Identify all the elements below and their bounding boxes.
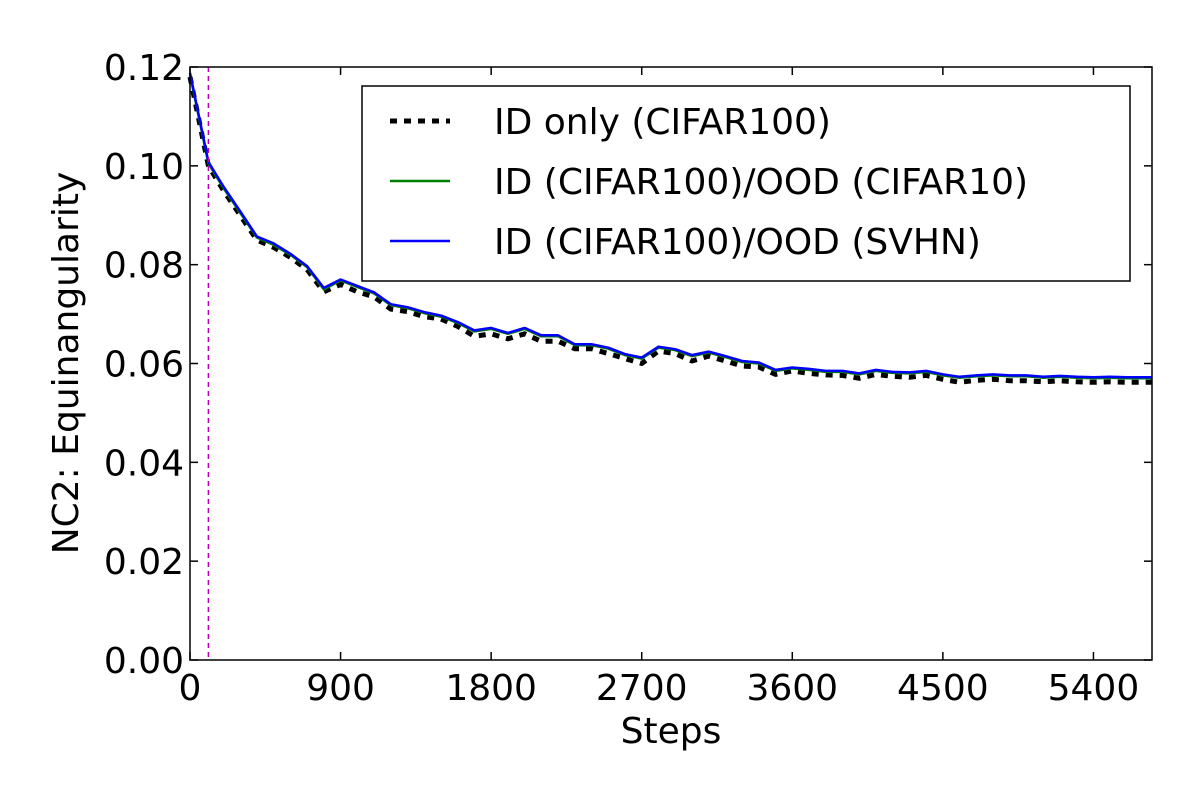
tick-layer: 0 900 1800 2700 3600 4500 5400 0.00 0.02 0.04 0.06… [104,48,1152,709]
y-tick-label: 0.10 [104,147,184,188]
series-line-2 [188,72,1152,379]
series-line-0 [187,76,1152,385]
y-tick-label: 0.06 [104,345,184,386]
y-tick-label: 0.04 [104,443,184,484]
y-tick-label: 0.12 [104,48,184,89]
x-tick-label: 3600 [746,668,838,709]
legend-box [361,85,1131,282]
x-tick-label: 5400 [1048,668,1140,709]
x-tick-label: 0 [179,668,202,709]
legend-label-id-only: ID only (CIFAR100) [494,102,831,143]
x-tick-label: 4500 [897,668,989,709]
x-tick-label: 900 [306,668,375,709]
y-axis-title: NC2: Equinangularity [46,172,87,555]
legend-label-svhn: ID (CIFAR100)/OOD (SVHN) [494,222,981,263]
series-layer [187,72,1152,385]
x-axis-title: Steps [621,711,722,752]
y-tick-label: 0.00 [104,641,184,682]
legend-label-cifar10: ID (CIFAR100)/OOD (CIFAR10) [494,162,1028,203]
y-tick-label: 0.02 [104,542,184,583]
x-tick-label: 1800 [445,668,537,709]
legend: ID only (CIFAR100) ID (CIFAR100)/OOD (CI… [361,85,1131,282]
plot-frame [189,66,1153,661]
x-tick-label: 2700 [596,668,688,709]
y-tick-label: 0.08 [104,246,184,287]
